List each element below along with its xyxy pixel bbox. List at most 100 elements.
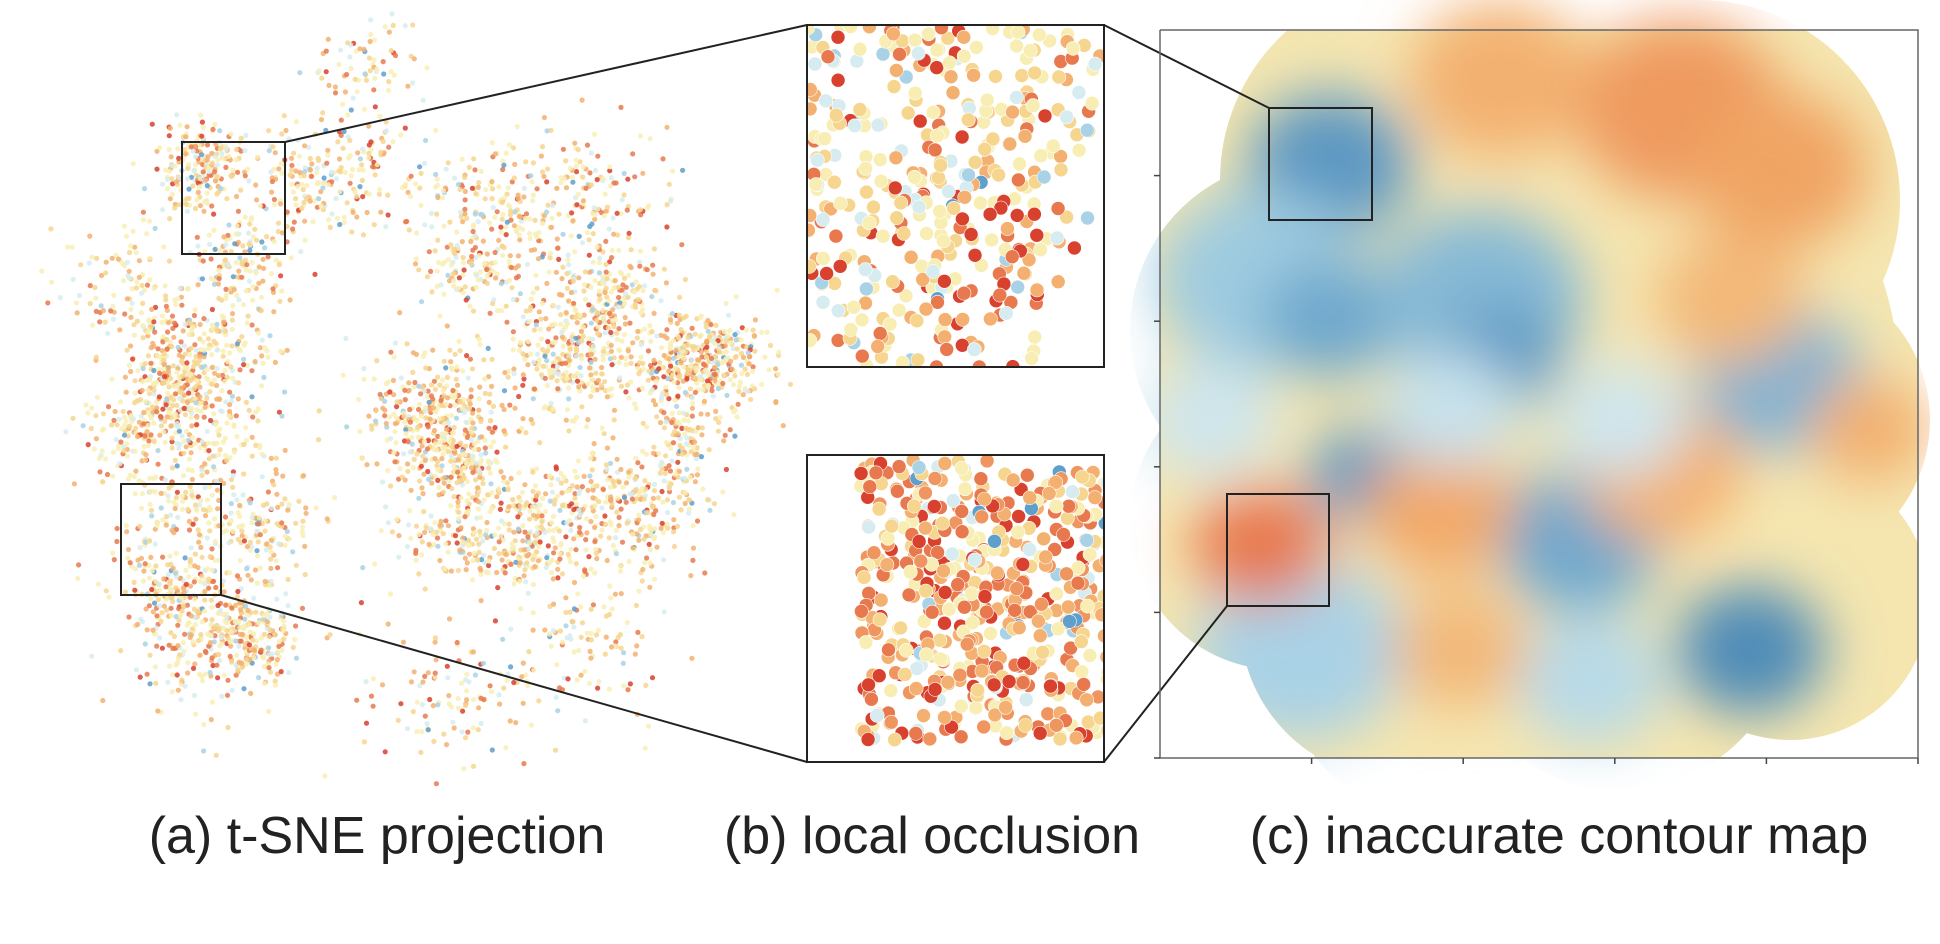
point [136, 258, 142, 264]
point [483, 569, 489, 575]
point [243, 656, 249, 662]
point [414, 728, 420, 735]
point [405, 189, 411, 195]
point [601, 431, 607, 437]
point [477, 528, 483, 535]
point [303, 510, 309, 516]
point [603, 499, 609, 505]
point [527, 216, 533, 222]
point [180, 373, 186, 379]
point [287, 297, 293, 303]
point [460, 368, 466, 374]
point [657, 470, 663, 476]
point [288, 255, 294, 261]
point [427, 406, 433, 412]
point [123, 233, 129, 239]
point [515, 253, 522, 259]
point [567, 559, 574, 565]
point [247, 539, 253, 546]
point [164, 414, 170, 420]
point [246, 278, 253, 284]
point [751, 333, 758, 339]
point [719, 360, 726, 366]
point [234, 652, 240, 659]
point [115, 256, 122, 262]
point [147, 681, 153, 687]
point [606, 611, 613, 618]
point [497, 701, 503, 707]
point [188, 632, 195, 638]
point [193, 172, 199, 178]
point [628, 379, 634, 385]
point [704, 378, 711, 384]
point [452, 351, 458, 357]
point [194, 422, 200, 428]
point [478, 533, 484, 539]
point [571, 536, 577, 542]
point [193, 516, 199, 522]
point [105, 404, 112, 410]
point [233, 157, 239, 163]
point [338, 47, 344, 53]
point [230, 375, 236, 381]
point [461, 465, 467, 471]
point [162, 418, 168, 424]
point [662, 470, 668, 476]
point [506, 521, 512, 527]
point [214, 662, 220, 668]
zoom-top [807, 25, 1104, 367]
point [211, 211, 217, 217]
point [570, 619, 576, 625]
point [606, 226, 612, 232]
point [462, 188, 468, 195]
point [223, 399, 229, 405]
point [567, 346, 573, 352]
point [506, 527, 512, 533]
point [507, 402, 513, 408]
point [618, 591, 624, 597]
point [549, 215, 555, 221]
point [158, 505, 164, 511]
point [443, 365, 449, 371]
point [261, 631, 267, 637]
point [606, 298, 612, 304]
point [619, 338, 625, 344]
point [286, 536, 292, 542]
point [568, 289, 575, 296]
point [170, 672, 176, 678]
point [131, 473, 137, 480]
point [571, 606, 578, 612]
point [286, 501, 292, 507]
point [459, 239, 465, 245]
point [745, 350, 751, 356]
point [423, 415, 429, 421]
point [450, 271, 456, 277]
point [721, 328, 728, 335]
point [217, 248, 223, 254]
point [496, 486, 502, 492]
point [171, 633, 177, 640]
point [691, 445, 697, 451]
point [540, 346, 546, 353]
point [314, 170, 320, 176]
point [267, 669, 274, 675]
point [216, 658, 223, 664]
point [203, 177, 209, 183]
point [651, 481, 658, 487]
point [168, 394, 174, 400]
point [361, 106, 368, 112]
point [130, 356, 136, 362]
point [118, 648, 124, 654]
point [441, 446, 447, 452]
point [679, 425, 685, 431]
point [523, 159, 529, 165]
point [688, 573, 694, 579]
point [455, 457, 461, 463]
point [327, 632, 333, 638]
point [470, 228, 476, 235]
point [428, 393, 434, 399]
point [608, 595, 614, 601]
point [426, 249, 432, 255]
point [206, 345, 212, 352]
point [731, 409, 737, 415]
